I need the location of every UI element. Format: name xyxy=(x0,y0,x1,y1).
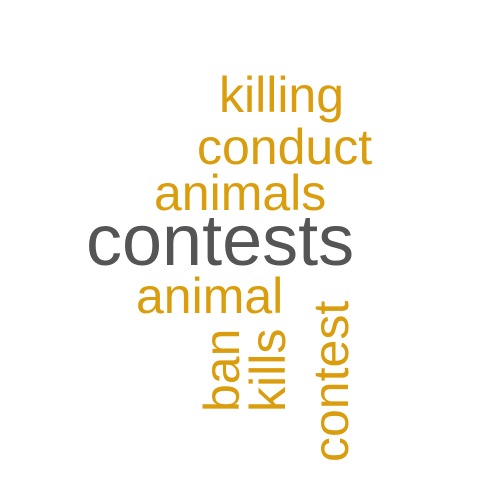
word-conduct: conduct xyxy=(197,119,373,175)
word-contest: contest xyxy=(303,300,359,462)
word-contests: contests xyxy=(86,201,355,281)
word-killing: killing xyxy=(219,67,345,123)
word-animal: animal xyxy=(136,268,284,324)
word-animals: animals xyxy=(154,165,327,221)
word-kills: kills xyxy=(240,328,296,412)
